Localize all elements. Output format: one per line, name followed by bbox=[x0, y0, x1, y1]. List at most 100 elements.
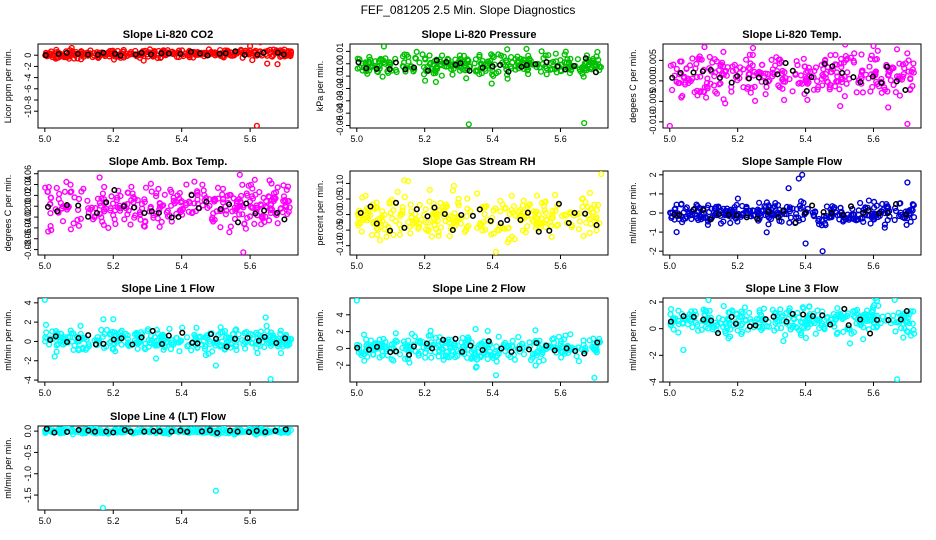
reference-point bbox=[213, 335, 220, 342]
data-point bbox=[596, 338, 604, 346]
data-point bbox=[892, 89, 900, 96]
data-point bbox=[777, 306, 784, 313]
data-point bbox=[109, 200, 117, 207]
reference-point bbox=[177, 50, 184, 57]
outlier-point bbox=[591, 374, 598, 381]
data-point bbox=[787, 326, 794, 333]
data-point bbox=[393, 68, 400, 76]
chart-panel-sample: Slope Sample Flow 5.0 5.2 5.4 5.6 -2 -1 0 1 2 ml/m… bbox=[628, 156, 922, 271]
data-point bbox=[772, 200, 779, 207]
y-tick-label: -4 bbox=[23, 376, 33, 384]
y-tick-label: 0 bbox=[23, 53, 33, 58]
data-point bbox=[396, 231, 404, 238]
data-point bbox=[575, 358, 583, 365]
data-point bbox=[705, 298, 712, 304]
reference-point bbox=[74, 50, 81, 57]
reference-point bbox=[801, 209, 809, 217]
data-point bbox=[370, 351, 377, 358]
reference-point bbox=[839, 69, 846, 76]
data-point bbox=[775, 56, 782, 63]
data-point bbox=[742, 317, 750, 324]
data-point bbox=[415, 338, 422, 345]
data-point bbox=[833, 78, 840, 85]
data-point bbox=[667, 306, 675, 313]
data-point bbox=[562, 64, 569, 71]
reference-point bbox=[410, 64, 418, 71]
data-point bbox=[124, 335, 131, 342]
data-point bbox=[702, 307, 709, 314]
y-tick-label: -0.02 bbox=[335, 78, 345, 99]
data-point bbox=[802, 77, 809, 84]
data-point bbox=[842, 44, 849, 48]
data-point bbox=[422, 77, 429, 84]
scatter-points bbox=[666, 44, 917, 128]
data-point bbox=[266, 194, 273, 201]
data-point bbox=[867, 55, 874, 63]
reference-point bbox=[803, 87, 810, 95]
reference-point bbox=[716, 74, 723, 81]
reference-point bbox=[469, 212, 476, 219]
reference-point bbox=[467, 342, 474, 349]
data-point bbox=[715, 67, 723, 74]
y-tick-label: -0.06 bbox=[23, 228, 33, 249]
data-point bbox=[511, 356, 519, 363]
reference-point bbox=[518, 63, 525, 70]
data-point bbox=[745, 309, 753, 316]
data-point bbox=[561, 51, 568, 58]
outlier-point bbox=[904, 179, 911, 186]
data-point bbox=[534, 215, 541, 222]
data-point bbox=[883, 201, 890, 208]
data-point bbox=[696, 89, 704, 96]
data-point bbox=[392, 330, 399, 337]
data-point bbox=[190, 54, 197, 61]
data-point bbox=[580, 62, 588, 70]
reference-point bbox=[168, 428, 175, 435]
reference-point bbox=[885, 317, 892, 324]
reference-point bbox=[775, 214, 782, 221]
reference-point bbox=[117, 52, 124, 59]
y-tick-label: -1 bbox=[648, 228, 658, 236]
data-point bbox=[99, 218, 106, 225]
reference-point bbox=[387, 349, 394, 356]
data-point bbox=[910, 60, 917, 67]
data-point bbox=[797, 332, 805, 339]
reference-point bbox=[780, 207, 787, 214]
data-point bbox=[59, 218, 67, 225]
data-point bbox=[751, 83, 758, 90]
data-point bbox=[118, 341, 125, 348]
reference-point bbox=[857, 79, 864, 86]
data-point bbox=[264, 328, 271, 335]
data-point bbox=[810, 74, 817, 81]
reference-point bbox=[479, 346, 486, 354]
y-tick-label: -2 bbox=[23, 62, 33, 70]
data-point bbox=[557, 338, 565, 345]
data-point bbox=[797, 329, 805, 337]
data-point bbox=[415, 225, 422, 232]
reference-point bbox=[708, 317, 715, 324]
x-tick-label: 5.0 bbox=[351, 261, 364, 271]
data-point bbox=[188, 347, 195, 354]
data-point bbox=[583, 219, 590, 226]
data-point bbox=[508, 206, 515, 214]
data-point bbox=[586, 189, 594, 197]
data-point bbox=[170, 341, 177, 348]
data-point bbox=[743, 204, 750, 211]
data-point bbox=[770, 211, 777, 218]
data-point bbox=[850, 59, 858, 66]
reference-point bbox=[355, 59, 362, 66]
data-point bbox=[374, 231, 381, 238]
data-point bbox=[578, 195, 586, 203]
data-point bbox=[153, 355, 160, 362]
data-point bbox=[826, 81, 834, 89]
data-point bbox=[576, 218, 584, 225]
data-point bbox=[871, 213, 878, 220]
data-point bbox=[907, 218, 914, 225]
reference-point bbox=[582, 210, 589, 217]
panel-title: Slope Line 3 Flow bbox=[746, 283, 839, 295]
data-point bbox=[194, 196, 201, 203]
data-point bbox=[675, 307, 682, 314]
data-point bbox=[432, 78, 440, 86]
data-point bbox=[711, 73, 718, 80]
data-point bbox=[853, 89, 860, 96]
